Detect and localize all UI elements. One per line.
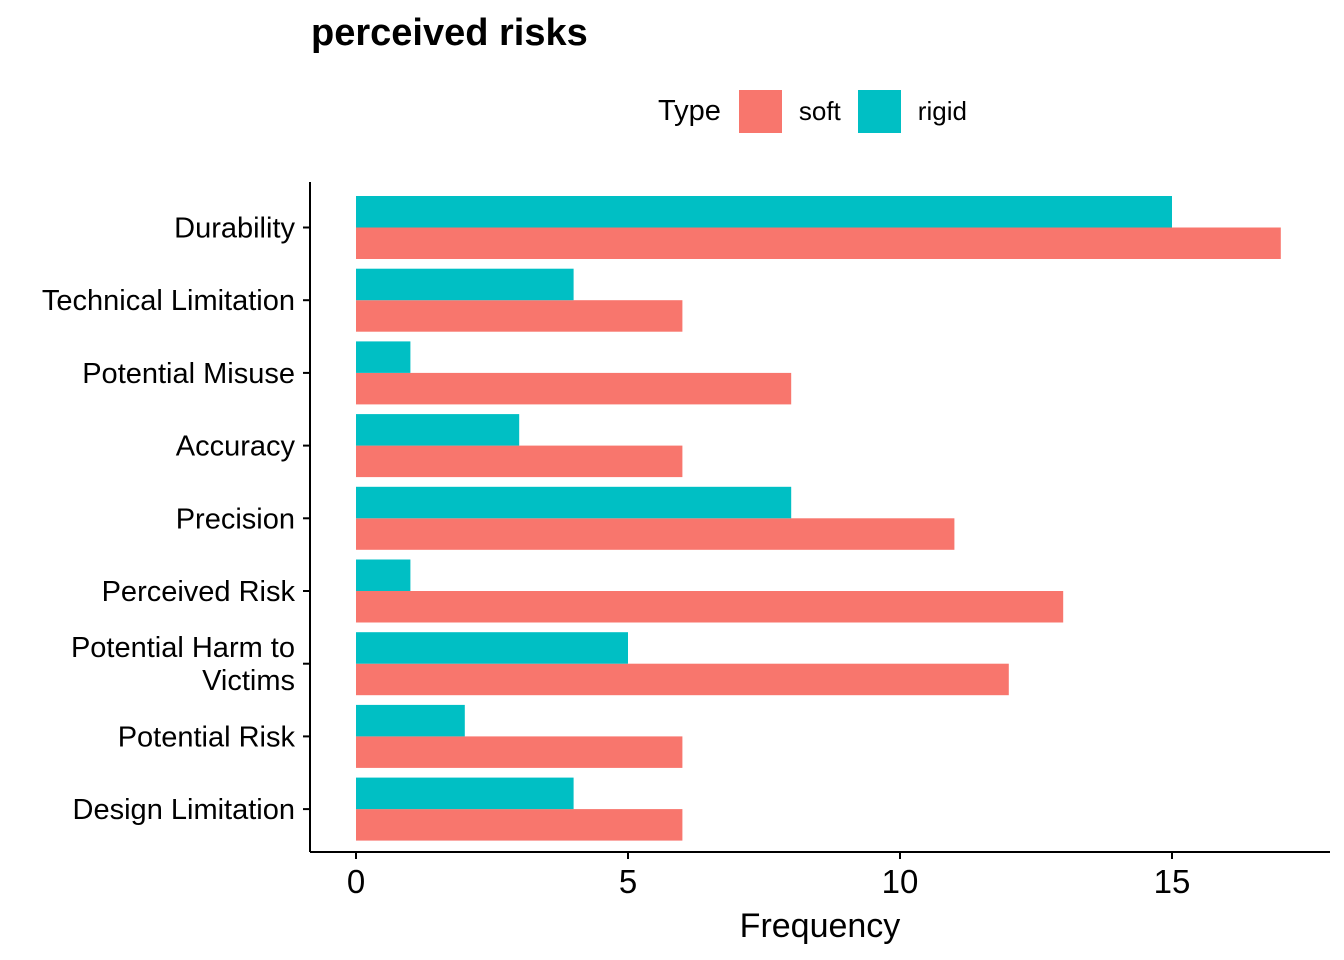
legend-swatch-rigid <box>857 89 901 133</box>
bar-soft-durability <box>356 227 1281 259</box>
legend-swatch-soft <box>738 89 782 133</box>
x-tick-label: 10 <box>882 863 919 900</box>
y-tick-label: Perceived Risk <box>102 576 296 608</box>
bar-soft-potential-harm-to-victims <box>356 663 1009 696</box>
bar-rigid-durability <box>356 196 1172 228</box>
y-tick-label: Potential Risk <box>118 721 296 753</box>
bar-soft-perceived-risk <box>356 591 1064 623</box>
y-tick-label: Durability <box>174 213 295 245</box>
y-tick-label: Precision <box>176 503 295 535</box>
bar-rigid-potential-misuse <box>356 341 411 373</box>
legend-title: Type <box>658 94 721 127</box>
y-tick-label: Design Limitation <box>73 794 295 826</box>
bar-rigid-precision <box>356 486 792 519</box>
legend-label-soft: soft <box>798 95 841 126</box>
legend-label-rigid: rigid <box>917 95 967 126</box>
bar-soft-technical-limitation <box>356 300 683 332</box>
legend-item-soft: soft <box>738 89 841 133</box>
bar-rigid-accuracy <box>356 414 520 446</box>
bar-rigid-perceived-risk <box>356 559 411 591</box>
legend-item-rigid: rigid <box>857 89 967 133</box>
bar-soft-potential-risk <box>356 736 683 768</box>
y-tick-label: Potential Harm to Victims <box>71 632 295 697</box>
bar-rigid-potential-risk <box>356 704 465 737</box>
bar-rigid-technical-limitation <box>356 268 574 301</box>
bar-rigid-design-limitation <box>356 777 574 810</box>
x-tick-label: 0 <box>347 863 365 900</box>
bar-soft-precision <box>356 518 955 550</box>
bar-soft-potential-misuse <box>356 372 792 405</box>
chart-title: perceived risks <box>311 12 588 54</box>
x-axis-title: Frequency <box>740 907 901 945</box>
bar-soft-design-limitation <box>356 809 683 841</box>
y-tick-label: Potential Misuse <box>82 358 295 390</box>
bar-rigid-potential-harm-to-victims <box>356 632 628 664</box>
bar-soft-accuracy <box>356 445 683 478</box>
legend: Type soft rigid <box>658 88 984 134</box>
x-tick-label: 15 <box>1154 863 1191 900</box>
y-tick-label: Accuracy <box>176 431 296 463</box>
y-tick-label: Technical Limitation <box>42 285 295 317</box>
x-tick-label: 5 <box>619 863 637 900</box>
